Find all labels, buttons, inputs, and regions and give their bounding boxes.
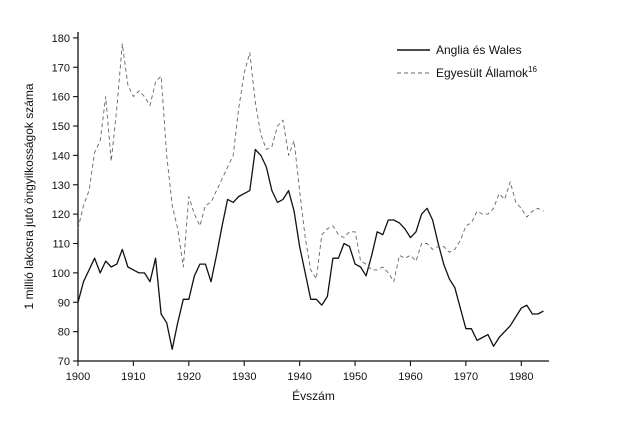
x-tick-label: 1960 (398, 371, 422, 383)
y-tick-label: 180 (52, 33, 70, 45)
series-line-1 (77, 43, 544, 283)
x-tick-label: 1940 (287, 371, 311, 383)
y-tick-label: 120 (52, 209, 70, 221)
x-tick-label: 1920 (177, 371, 201, 383)
y-tick-label: 150 (52, 121, 70, 133)
y-tick-label: 110 (52, 239, 70, 251)
legend-label-egyesult-allamok: Egyesült Államok16 (436, 65, 537, 80)
legend: Anglia és Wales Egyesült Államok16 (397, 43, 537, 80)
y-tick-label: 80 (58, 327, 70, 339)
x-tick-label: 1930 (232, 371, 256, 383)
y-tick-label: 160 (52, 92, 70, 104)
x-tick-label: 1950 (343, 371, 367, 383)
y-tick-label: 170 (52, 62, 70, 74)
legend-label-anglia-es-wales: Anglia és Wales (436, 43, 522, 57)
y-tick-label: 130 (52, 180, 70, 192)
legend-superscript: 16 (528, 65, 537, 74)
x-tick-label: 1980 (509, 371, 533, 383)
y-tick-label: 70 (58, 356, 70, 368)
y-axis-title: 1 millió lakosra jutó öngyilkosságok szá… (22, 83, 36, 309)
x-tick-label: 1900 (66, 371, 90, 383)
y-tick-label: 100 (52, 268, 70, 280)
y-tick-label: 90 (58, 297, 70, 309)
y-tick-label: 140 (52, 150, 70, 162)
x-tick-label: 1970 (454, 371, 478, 383)
x-axis-title: Évszám (292, 388, 335, 403)
tick-marks: 1900 1910 1920 1930 1940 1950 1960 1970 1980 70 80… (52, 33, 534, 383)
axes (77, 32, 549, 362)
x-tick-label: 1910 (121, 371, 145, 383)
series-lines (77, 43, 544, 350)
series-line-0 (77, 148, 544, 350)
